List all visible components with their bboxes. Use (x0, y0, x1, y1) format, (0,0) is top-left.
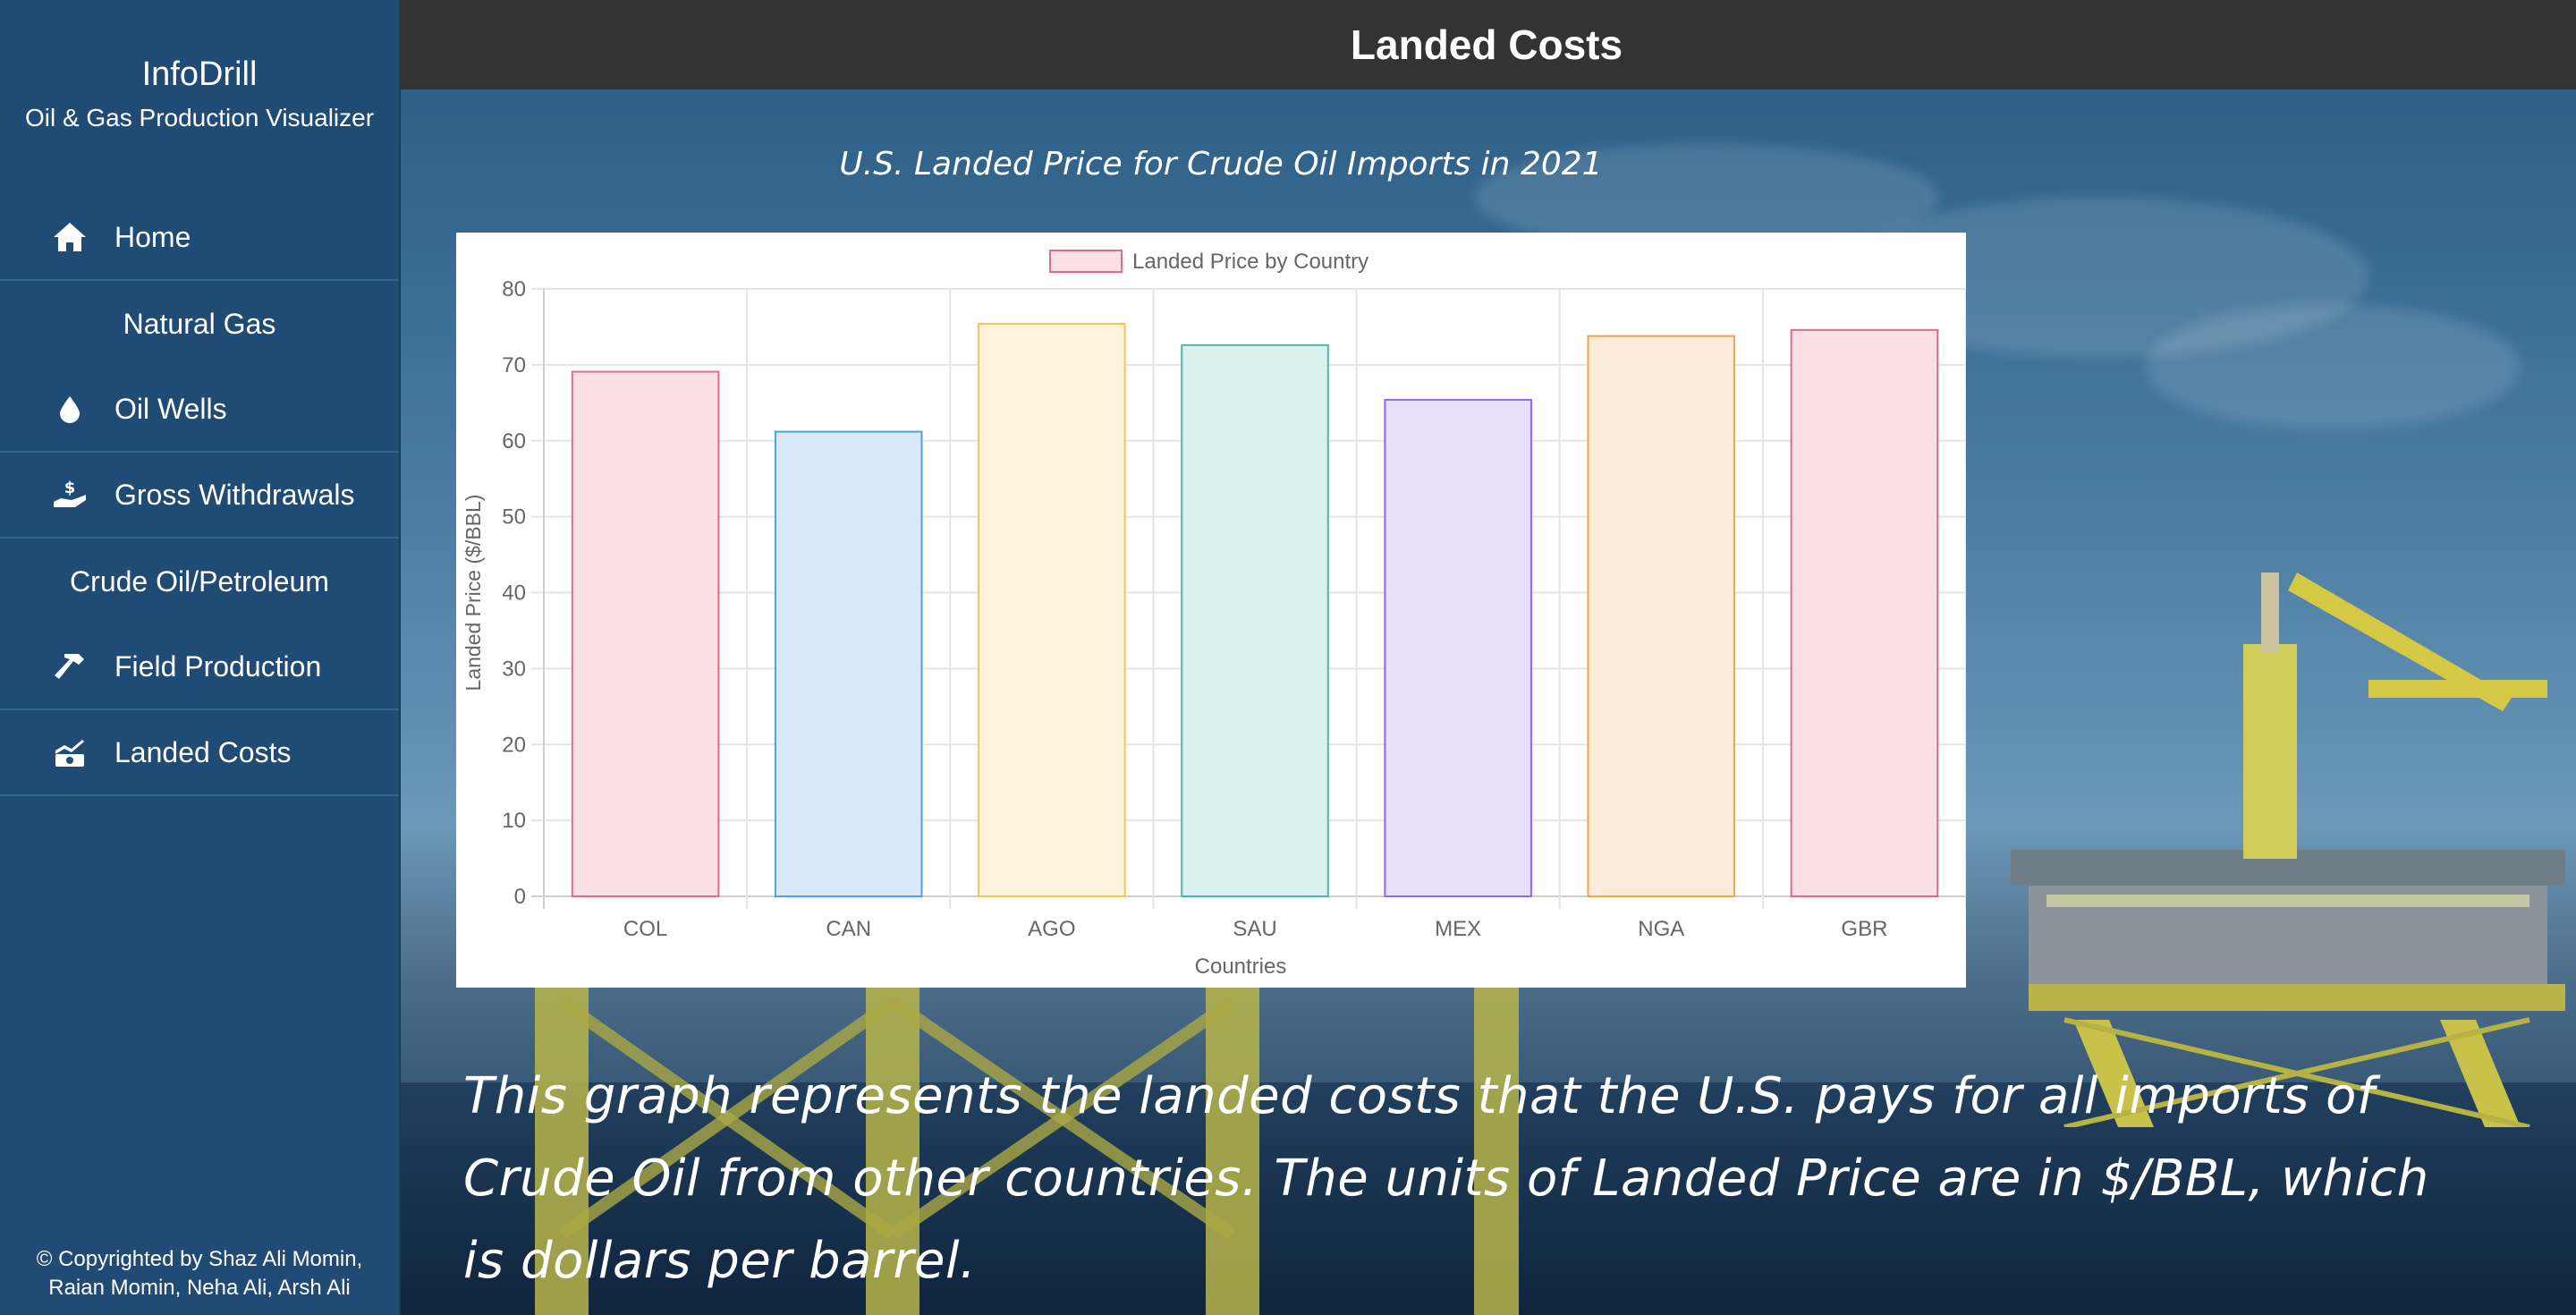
x-tick-label: NGA (1638, 917, 1684, 941)
page-title: Landed Costs (1350, 21, 1623, 68)
x-tick-label: SAU (1233, 917, 1276, 941)
sidebar-item-label: Field Production (114, 649, 322, 683)
x-tick-label: GBR (1841, 917, 1887, 941)
chart-container: 0 10 20 30 40 50 60 70 80 COL CAN AGO SAU MEX NGA GBR Co… (456, 233, 1967, 988)
bar-nga (1587, 335, 1736, 897)
sidebar: InfoDrill Oil & Gas Production Visualize… (0, 0, 401, 1315)
chart-heading: U.S. Landed Price for Crude Oil Imports … (839, 146, 1603, 182)
hammer-icon (48, 645, 91, 688)
sidebar-heading-label: Natural Gas (123, 307, 276, 340)
y-axis-title: Landed Price ($/BBL) (462, 495, 485, 691)
brand: InfoDrill Oil & Gas Production Visualize… (0, 52, 399, 132)
bar-chart: 0 10 20 30 40 50 60 70 80 COL CAN AGO SAU MEX NGA GBR Co… (462, 250, 1967, 979)
copyright-line-1: © Copyrighted by Shaz Ali Momin, (36, 1247, 363, 1271)
sidebar-item-label: Home (114, 220, 191, 253)
y-tick-label: 70 (502, 353, 526, 378)
money-chart-icon (48, 731, 91, 774)
y-tick-label: 80 (502, 277, 526, 301)
y-tick-label: 0 (514, 885, 526, 909)
droplet-icon (48, 387, 91, 430)
bar-mex (1384, 398, 1532, 898)
bar-col (571, 370, 720, 898)
y-tick-label: 30 (502, 657, 526, 681)
sidebar-item-home[interactable]: Home (0, 195, 399, 281)
brand-name[interactable]: InfoDrill (141, 55, 258, 93)
sidebar-heading-crude-oil: Crude Oil/Petroleum (0, 539, 399, 624)
sidebar-item-label: Landed Costs (114, 735, 292, 768)
bar-ago (978, 323, 1126, 898)
svg-text:$: $ (64, 479, 76, 497)
y-tick-label: 60 (502, 429, 526, 454)
legend-label: Landed Price by Country (1132, 250, 1368, 274)
sidebar-item-label: Oil Wells (114, 392, 227, 425)
copyright-notice: © Copyrighted by Shaz Ali Momin, Raian M… (0, 1245, 399, 1302)
chart-description: This graph represents the landed costs t… (463, 1067, 2429, 1290)
x-tick-label: MEX (1435, 917, 1481, 941)
sidebar-item-gross-withdrawals[interactable]: $ Gross Withdrawals (0, 453, 399, 539)
sidebar-item-oil-wells[interactable]: Oil Wells (0, 367, 399, 453)
copyright-line-2: Raian Momin, Neha Ali, Arsh Ali (48, 1276, 351, 1300)
x-tick-label: CAN (826, 917, 871, 941)
sidebar-nav: Home Natural Gas Oil Wells $ Gross Withd… (0, 195, 399, 796)
y-tick-label: 20 (502, 733, 526, 757)
bar-sau (1181, 344, 1329, 898)
hand-dollar-icon: $ (48, 473, 91, 516)
x-axis-title: Countries (1195, 954, 1287, 979)
sidebar-item-field-production[interactable]: Field Production (0, 624, 399, 710)
y-tick-label: 10 (502, 809, 526, 833)
sidebar-item-label: Gross Withdrawals (114, 478, 355, 511)
y-tick-label: 40 (502, 581, 526, 606)
bar-can (774, 430, 923, 897)
sidebar-item-landed-costs[interactable]: Landed Costs (0, 710, 399, 796)
bar-gbr (1790, 328, 1939, 897)
brand-subtitle: Oil & Gas Production Visualizer (24, 104, 375, 132)
sidebar-heading-label: Crude Oil/Petroleum (70, 564, 329, 598)
x-tick-label: AGO (1028, 917, 1075, 941)
legend-swatch (1049, 250, 1123, 273)
sidebar-heading-natural-gas: Natural Gas (0, 281, 399, 367)
x-tick-label: COL (623, 917, 667, 941)
y-tick-label: 50 (502, 505, 526, 530)
home-icon (48, 216, 91, 259)
page-header: Landed Costs (401, 0, 2576, 89)
